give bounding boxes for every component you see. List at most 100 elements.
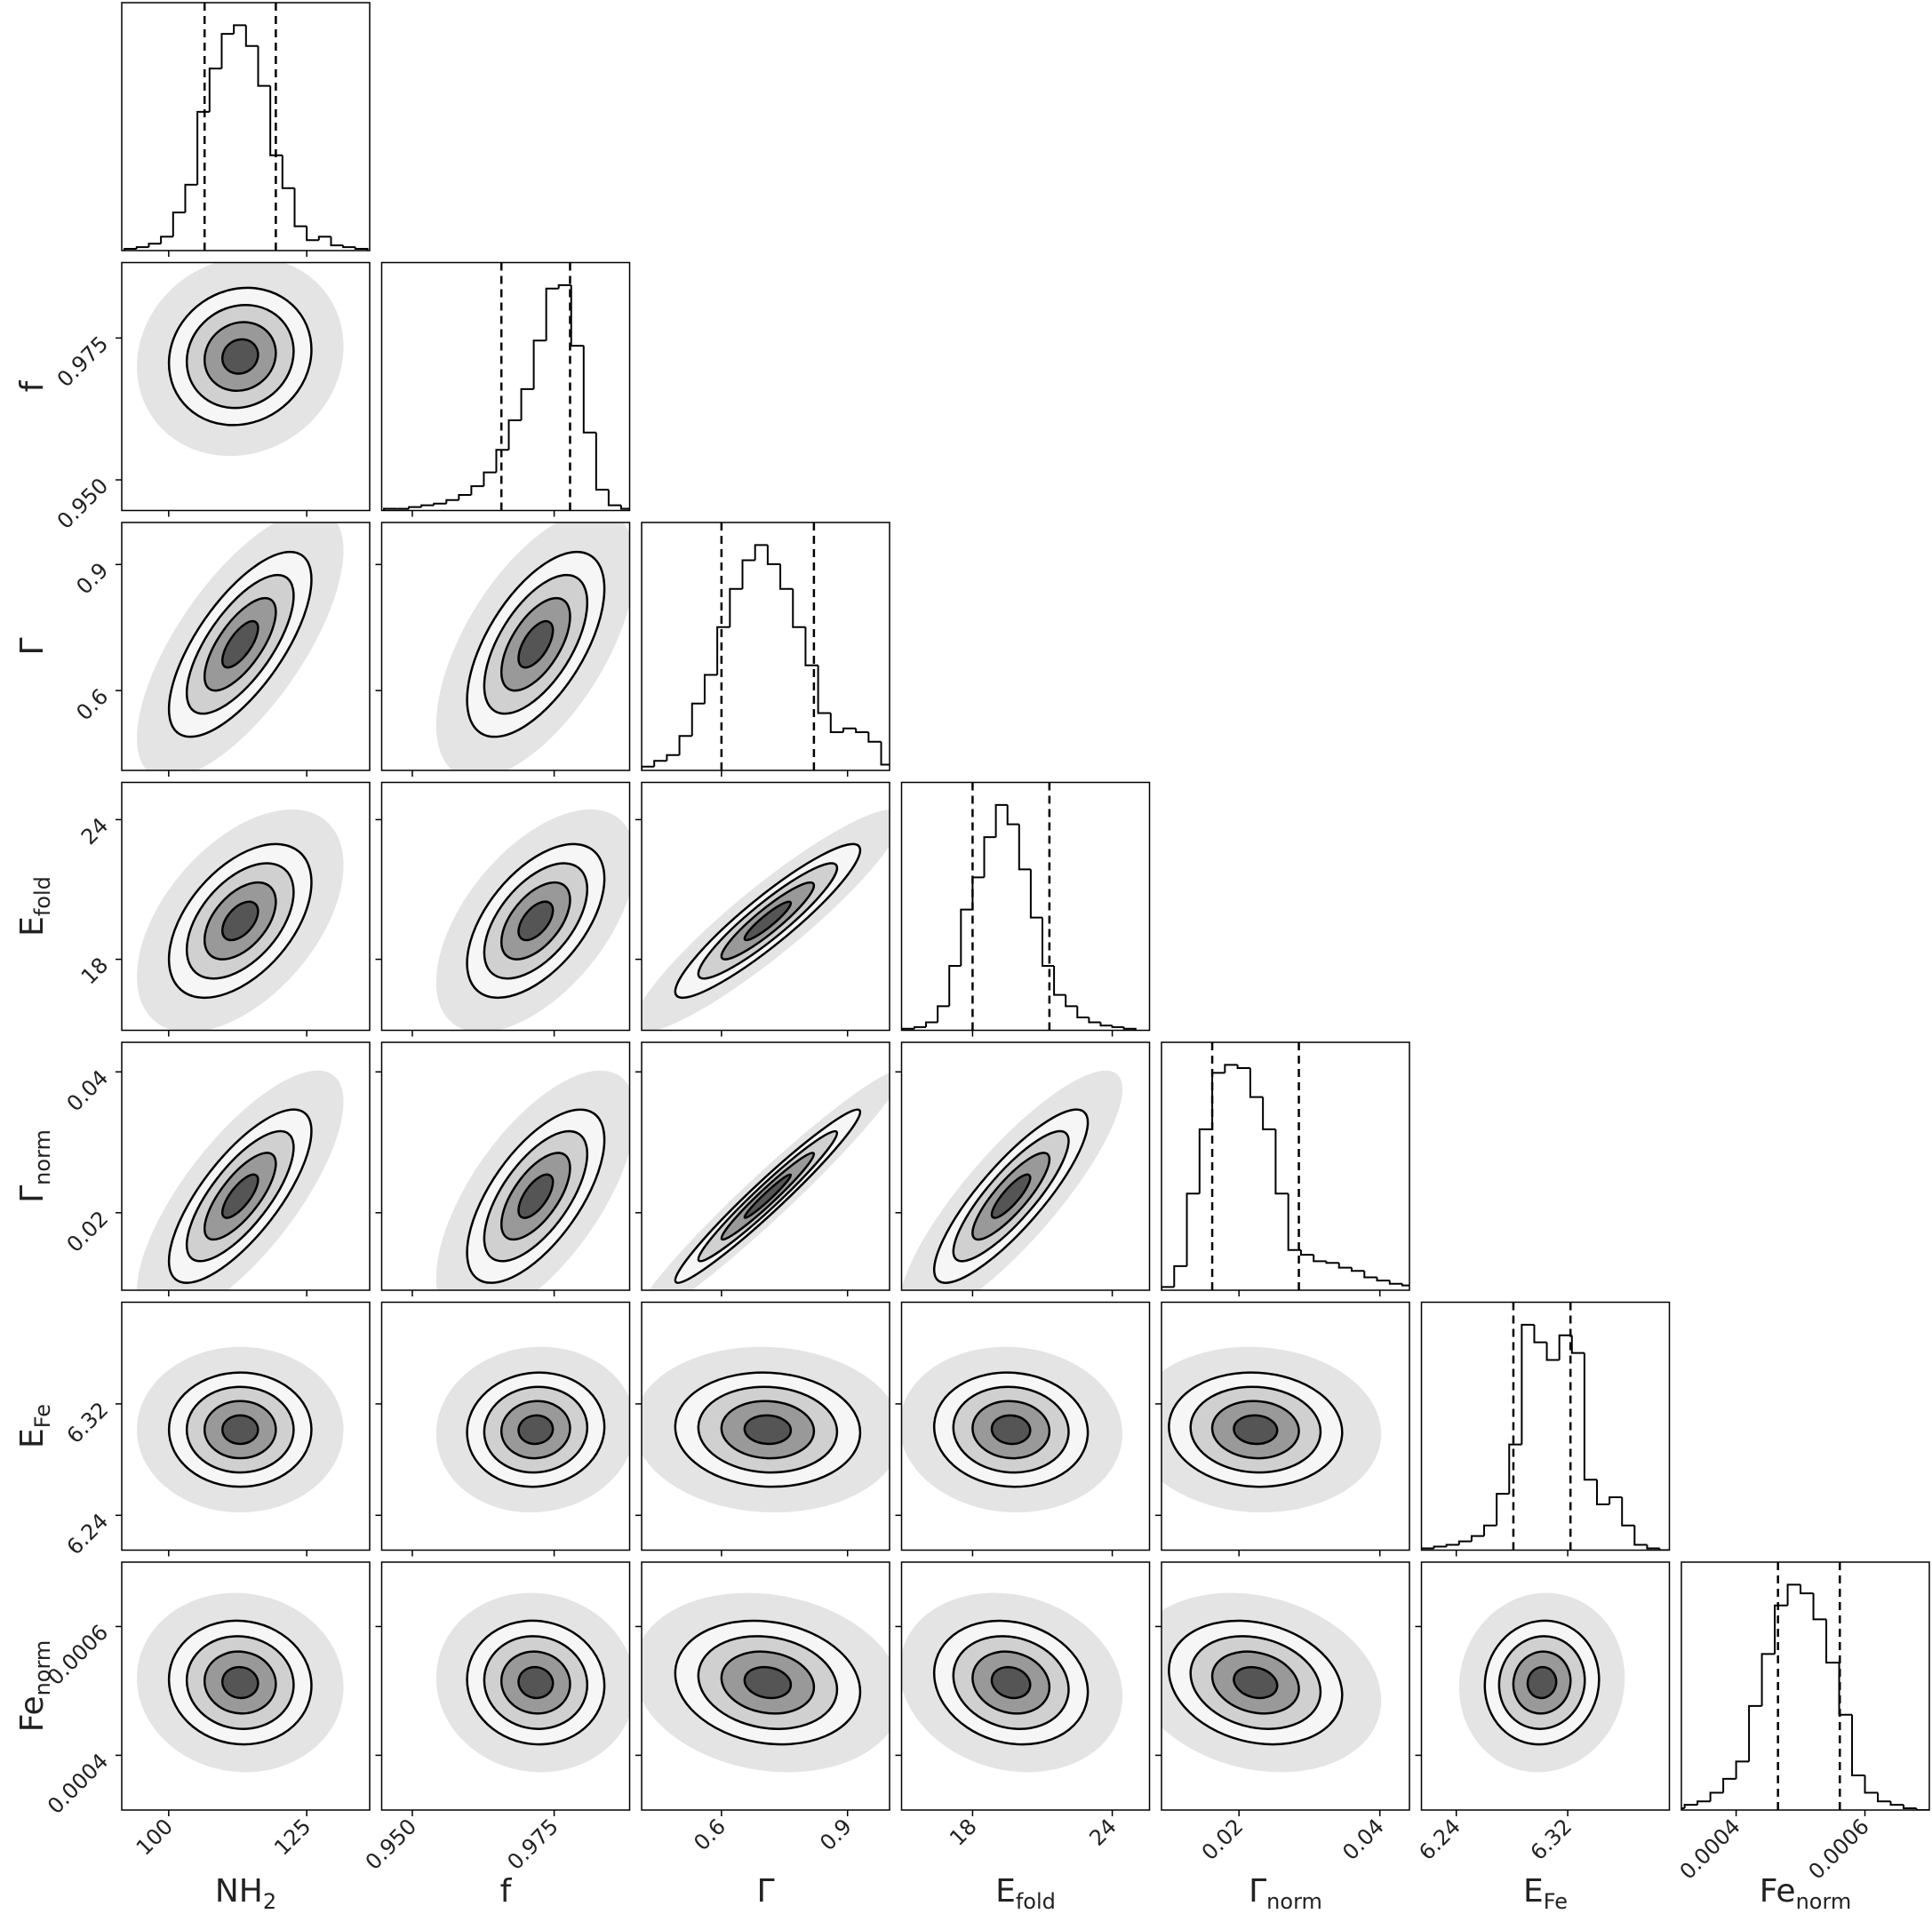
density-panel <box>642 1592 890 1773</box>
density-panel <box>901 1592 1122 1773</box>
label-text: E <box>14 916 51 937</box>
histogram-step <box>1633 1525 1648 1546</box>
histogram-step <box>495 449 509 473</box>
histogram-step <box>1088 1017 1101 1024</box>
histogram-step <box>1376 1277 1390 1282</box>
histogram-step <box>507 419 522 451</box>
panel-frame <box>121 522 371 771</box>
histogram-step <box>1041 917 1055 968</box>
y-tick-label: 0.6 <box>71 684 113 726</box>
axis-label: Efold <box>995 1873 1056 1914</box>
label-text: f <box>500 1873 513 1910</box>
label-text: Γ <box>1249 1873 1266 1910</box>
histogram-step <box>354 247 369 251</box>
histogram-step <box>1325 1261 1339 1264</box>
histogram-step <box>880 741 890 766</box>
panel-frame <box>641 1041 890 1291</box>
histogram-step <box>570 284 584 347</box>
histogram-step <box>925 1021 938 1027</box>
panel-frame <box>380 1041 631 1291</box>
histogram-step <box>1774 1604 1788 1655</box>
histogram-step <box>317 235 331 241</box>
y-tick-label: 6.24 <box>62 1509 114 1560</box>
histogram-step <box>1658 1548 1670 1551</box>
contour <box>220 1414 259 1446</box>
histogram-step <box>293 187 307 227</box>
contour <box>517 1665 555 1700</box>
histogram-step <box>729 587 743 627</box>
histogram-step <box>1198 1128 1213 1194</box>
histogram-step <box>1521 1323 1535 1445</box>
label-text: E <box>1523 1873 1544 1910</box>
panel-frame <box>380 1301 631 1551</box>
histogram-step <box>1838 1663 1853 1716</box>
histogram-step <box>582 346 596 434</box>
histogram-step <box>1313 1255 1327 1263</box>
histogram-step <box>148 243 162 248</box>
histogram-step <box>1099 1022 1113 1027</box>
density-panel <box>1162 1592 1382 1773</box>
label-subscript: norm <box>30 1640 55 1696</box>
density-panel <box>137 262 344 457</box>
panel-frame <box>121 261 371 512</box>
histogram-step <box>607 490 621 506</box>
histogram-step <box>160 235 173 244</box>
histogram-step <box>1274 1128 1289 1195</box>
density-panel <box>901 1070 1122 1290</box>
label-text: Γ <box>14 637 51 655</box>
histogram-step <box>1262 1097 1276 1130</box>
x-tick-label: 0.9 <box>815 1814 857 1855</box>
contour <box>743 1173 793 1219</box>
histogram-step <box>1595 1479 1610 1505</box>
density-panel <box>901 1346 1122 1513</box>
density-panel <box>642 1346 890 1513</box>
histogram-step <box>483 471 497 487</box>
density-panel <box>642 1070 890 1290</box>
histogram-step <box>1433 1545 1447 1549</box>
histogram-step <box>1211 1072 1225 1129</box>
panel-frame <box>641 1561 890 1811</box>
density-panel <box>435 1070 630 1290</box>
contour <box>1526 1665 1558 1700</box>
histogram-step <box>545 287 559 341</box>
y-tick-label: 0.0004 <box>43 1749 113 1819</box>
histogram-step <box>1122 1026 1137 1031</box>
contour <box>517 900 555 942</box>
histogram-step <box>619 505 630 510</box>
panel-frame <box>1161 1561 1410 1811</box>
x-tick-label: 0.6 <box>689 1814 730 1855</box>
histogram-step <box>1877 1792 1891 1803</box>
histogram-step <box>994 803 1008 838</box>
axis-label: f <box>14 379 51 392</box>
axis-label: f <box>500 1873 513 1910</box>
histogram-step <box>804 626 818 666</box>
histogram-step <box>1445 1543 1459 1547</box>
label-text: E <box>995 1873 1016 1910</box>
histogram-step <box>1401 1283 1409 1287</box>
histogram-step <box>445 498 459 504</box>
contour <box>220 1665 259 1700</box>
label-text: E <box>14 1428 51 1448</box>
histogram-step <box>1029 869 1042 919</box>
histogram-step <box>829 713 843 734</box>
contour <box>1233 1665 1279 1700</box>
x-tick-label: 0.975 <box>502 1814 563 1874</box>
histogram-step <box>678 735 692 755</box>
panel-frame <box>1420 1561 1671 1811</box>
axis-label: Γnorm <box>1249 1873 1322 1914</box>
density-panel <box>435 1346 630 1513</box>
axis-label: Fenorm <box>14 1640 55 1733</box>
contour <box>990 1665 1032 1700</box>
histogram-step <box>1570 1335 1585 1354</box>
histogram-step <box>867 732 882 743</box>
histogram-step <box>792 588 806 628</box>
contour <box>220 619 259 669</box>
y-tick-label: 0.02 <box>62 1206 114 1257</box>
histogram-step <box>306 226 319 242</box>
contour <box>517 1414 555 1446</box>
density-panel <box>137 1592 344 1773</box>
histogram-step <box>1800 1584 1814 1595</box>
y-tick-label: 0.9 <box>71 558 113 600</box>
x-tick-label: 6.32 <box>1526 1814 1577 1865</box>
